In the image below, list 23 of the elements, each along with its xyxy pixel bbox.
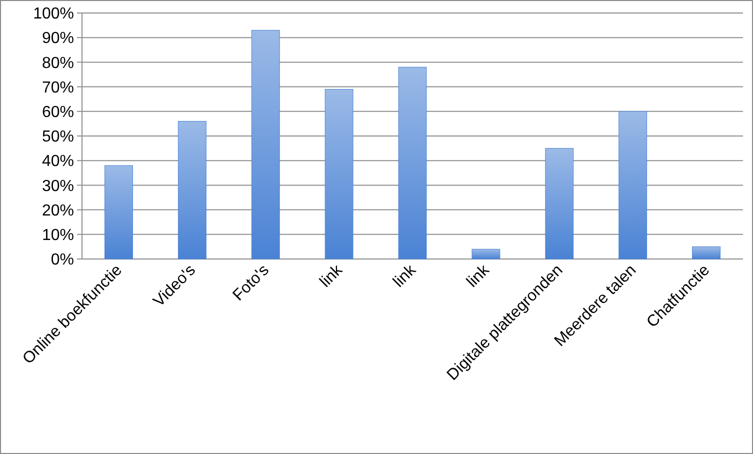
y-tick-label: 20% (42, 202, 74, 220)
y-tick-label: 60% (42, 104, 74, 121)
y-tick-label: 10% (42, 227, 74, 244)
bar (324, 89, 354, 260)
y-tick-label: 80% (42, 54, 74, 72)
bar (545, 148, 574, 260)
bar (178, 120, 206, 260)
x-tick-label: link (464, 261, 494, 291)
x-tick-label: link (316, 261, 347, 291)
bar (618, 111, 648, 260)
y-tick-label: 70% (42, 79, 74, 96)
bar (472, 248, 500, 260)
y-tick-label: 50% (42, 128, 74, 146)
y-tick-label: 40% (42, 153, 74, 170)
y-tick-label: 90% (42, 30, 74, 48)
bar (251, 30, 280, 260)
y-tick-label: 0% (50, 252, 74, 269)
bar (398, 66, 427, 260)
x-tick-label: link (390, 261, 420, 291)
y-tick-label: 100% (33, 6, 74, 23)
bar (104, 165, 133, 260)
bar (692, 246, 720, 260)
y-tick-label: 30% (42, 178, 74, 195)
